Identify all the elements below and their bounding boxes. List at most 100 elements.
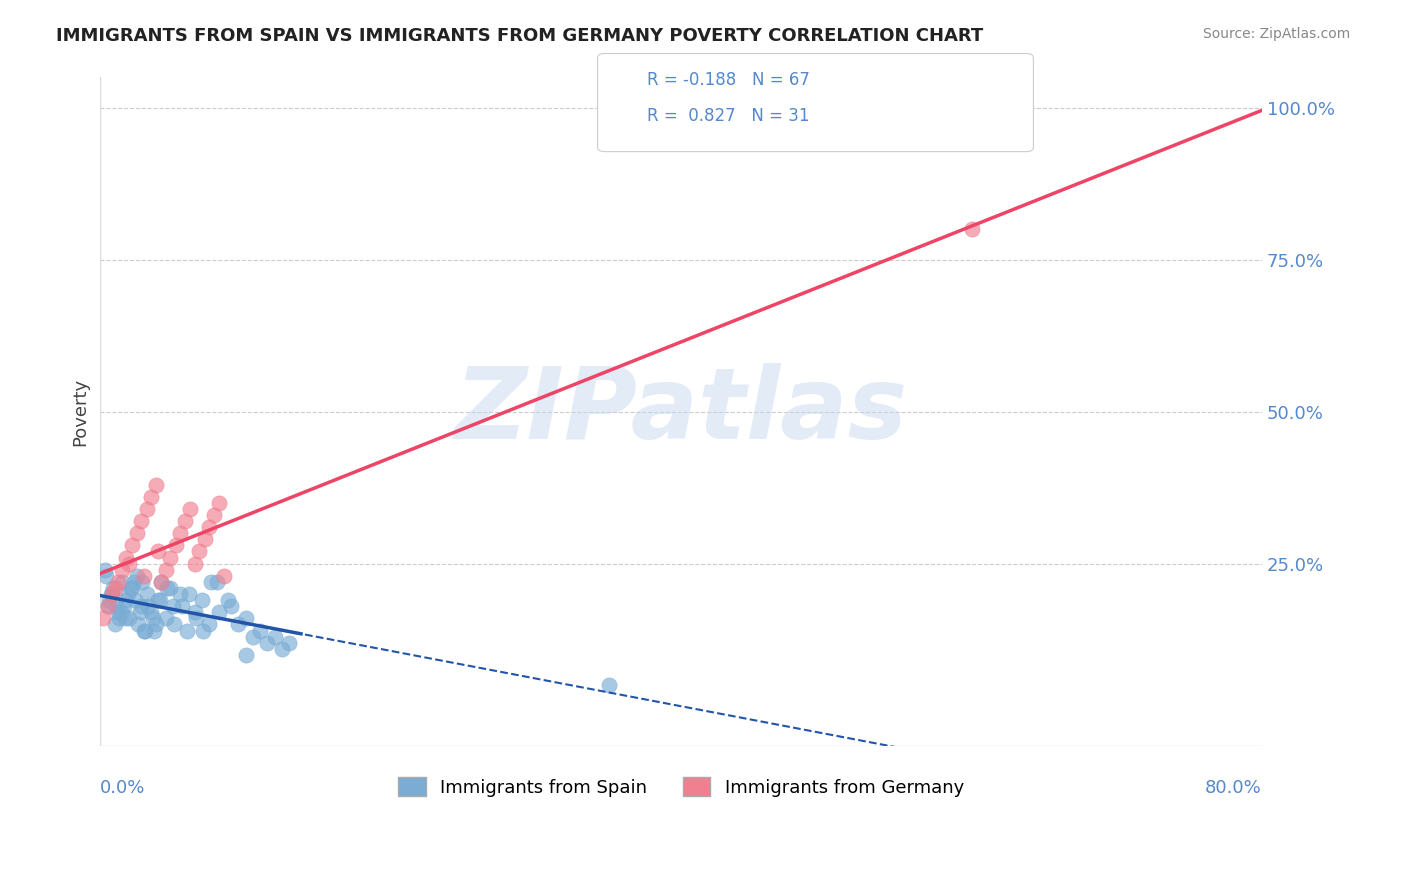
Point <box>198 520 221 534</box>
Point <box>132 624 155 638</box>
Point <box>163 617 186 632</box>
Point <box>128 605 150 619</box>
Point <box>145 617 167 632</box>
Point <box>131 574 153 589</box>
Point <box>104 617 127 632</box>
Point <box>179 502 201 516</box>
Point <box>176 624 198 638</box>
Point <box>169 587 191 601</box>
Point <box>249 624 271 638</box>
Point <box>122 574 145 589</box>
Point <box>98 593 121 607</box>
Point <box>150 574 173 589</box>
Point <box>217 593 239 607</box>
Point <box>118 557 141 571</box>
Text: IMMIGRANTS FROM SPAIN VS IMMIGRANTS FROM GERMANY POVERTY CORRELATION CHART: IMMIGRANTS FROM SPAIN VS IMMIGRANTS FROM… <box>56 27 983 45</box>
Point <box>159 581 181 595</box>
Point <box>208 605 231 619</box>
Point <box>104 581 127 595</box>
Point <box>121 581 143 595</box>
Point <box>193 624 215 638</box>
Text: 80.0%: 80.0% <box>1205 780 1263 797</box>
Point <box>100 587 122 601</box>
Point <box>208 496 231 510</box>
Point <box>141 605 163 619</box>
Point <box>127 617 149 632</box>
Point <box>125 526 148 541</box>
Point <box>235 648 257 662</box>
Point <box>110 605 132 619</box>
Point <box>141 490 163 504</box>
Point <box>155 611 177 625</box>
Point <box>200 574 222 589</box>
Point <box>242 630 264 644</box>
Point <box>135 502 157 516</box>
Text: Source: ZipAtlas.com: Source: ZipAtlas.com <box>1202 27 1350 41</box>
Point <box>136 599 159 614</box>
Point <box>129 599 152 614</box>
Point <box>143 624 166 638</box>
Point <box>194 533 217 547</box>
Point <box>97 599 120 614</box>
Text: ZIPatlas: ZIPatlas <box>454 363 908 460</box>
Point <box>121 538 143 552</box>
Point <box>135 587 157 601</box>
Point <box>173 514 195 528</box>
Point <box>188 544 211 558</box>
Point <box>170 599 193 614</box>
Text: R =  0.827   N = 31: R = 0.827 N = 31 <box>647 107 810 125</box>
Point <box>148 593 170 607</box>
Point <box>960 222 983 236</box>
Point <box>120 581 142 595</box>
Point <box>149 593 172 607</box>
Point <box>226 617 249 632</box>
Point <box>263 630 285 644</box>
Point <box>101 587 124 601</box>
Point <box>105 599 128 614</box>
Point <box>270 641 292 656</box>
Point <box>108 611 131 625</box>
Point <box>134 624 156 638</box>
Point <box>93 563 115 577</box>
Point <box>256 635 278 649</box>
Point <box>183 557 205 571</box>
Point <box>124 593 146 607</box>
Point <box>598 678 620 692</box>
Point <box>112 599 135 614</box>
Point <box>115 550 138 565</box>
Point <box>132 569 155 583</box>
Point <box>142 611 165 625</box>
Point <box>150 574 173 589</box>
Point <box>162 599 184 614</box>
Point <box>97 599 120 614</box>
Point <box>111 563 134 577</box>
Point <box>103 581 125 595</box>
Point <box>129 514 152 528</box>
Point <box>159 550 181 565</box>
Point <box>101 587 124 601</box>
Point <box>96 569 118 583</box>
Point <box>205 574 228 589</box>
Point <box>107 574 129 589</box>
Point <box>115 593 138 607</box>
Point <box>186 611 208 625</box>
Point <box>148 544 170 558</box>
Point <box>145 477 167 491</box>
Point <box>191 593 214 607</box>
Point <box>117 587 139 601</box>
Point <box>183 605 205 619</box>
Point <box>198 617 221 632</box>
Point <box>165 538 187 552</box>
Point <box>155 563 177 577</box>
Point <box>202 508 225 522</box>
Text: R = -0.188   N = 67: R = -0.188 N = 67 <box>647 71 810 89</box>
Point <box>111 574 134 589</box>
Text: 0.0%: 0.0% <box>100 780 146 797</box>
Legend: Immigrants from Spain, Immigrants from Germany: Immigrants from Spain, Immigrants from G… <box>391 770 972 804</box>
Point <box>114 611 136 625</box>
Point <box>118 611 141 625</box>
Point <box>212 569 235 583</box>
Y-axis label: Poverty: Poverty <box>72 377 89 446</box>
Point <box>235 611 257 625</box>
Point <box>278 635 301 649</box>
